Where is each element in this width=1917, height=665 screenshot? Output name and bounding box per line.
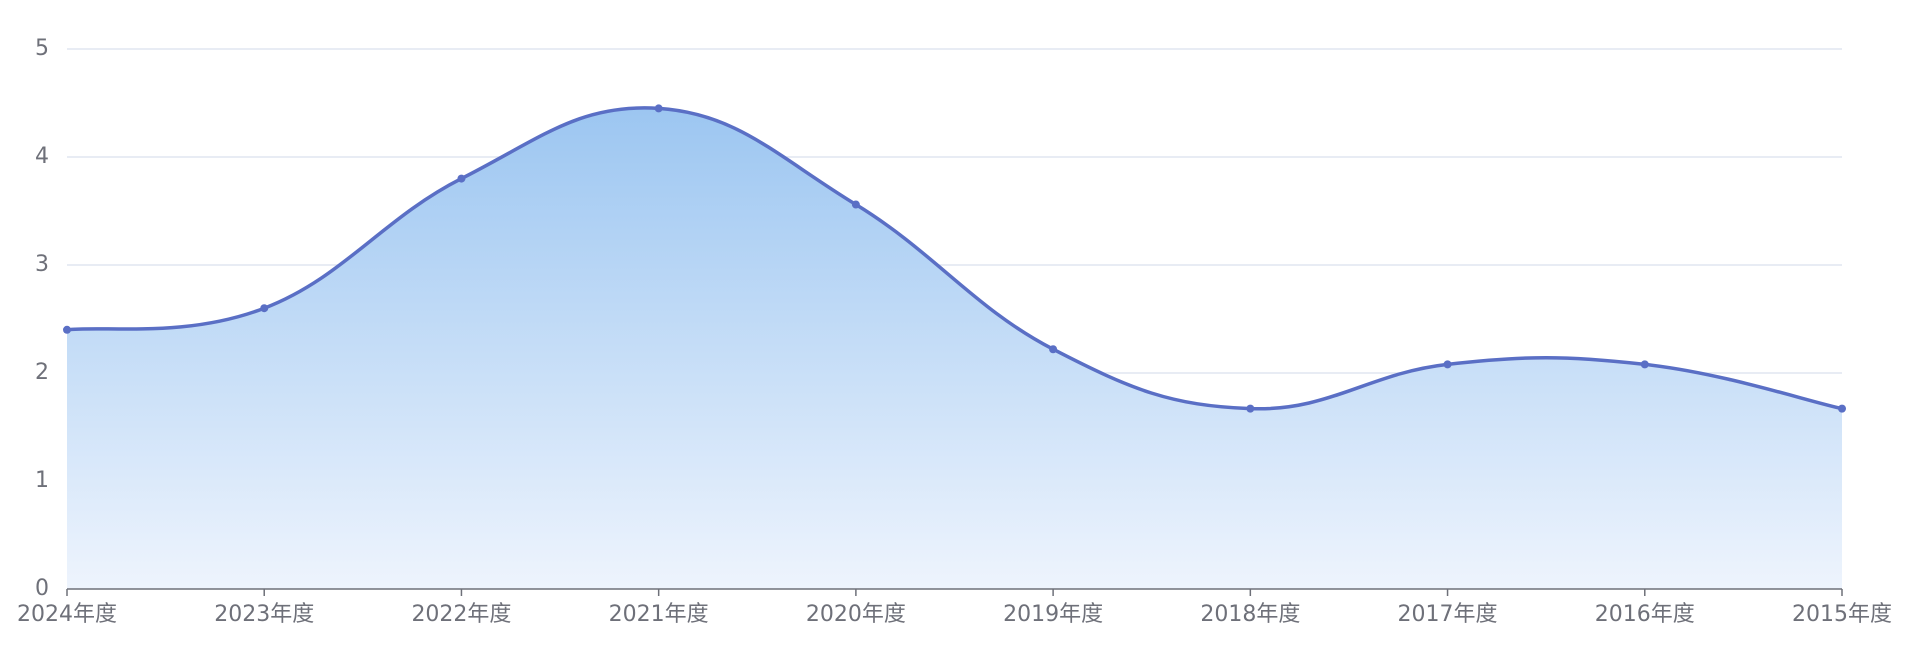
point	[260, 304, 269, 313]
x-tick-label: 2015年度	[1792, 602, 1892, 627]
point	[1838, 404, 1846, 413]
y-tick-label: 1	[35, 468, 49, 493]
point	[1246, 404, 1255, 413]
point	[457, 174, 466, 183]
point	[654, 104, 663, 113]
x-tick-label: 2017年度	[1398, 602, 1498, 627]
x-tick-label: 2024年度	[17, 602, 117, 627]
point	[1443, 360, 1452, 369]
y-tick-label: 2	[35, 360, 49, 385]
x-tick-label: 2016年度	[1595, 602, 1695, 627]
y-tick-label: 0	[35, 576, 49, 601]
x-tick-label: 2018年度	[1200, 602, 1300, 627]
x-tick-label: 2023年度	[214, 602, 314, 627]
x-tick-label: 2019年度	[1003, 602, 1103, 627]
y-tick-label: 3	[35, 252, 49, 277]
line	[66, 106, 1843, 411]
x-tick-label: 2021年度	[609, 602, 709, 627]
y-tick-label: 5	[35, 36, 49, 61]
x-tick-label: 2022年度	[411, 602, 511, 627]
point	[63, 325, 71, 334]
point	[1640, 360, 1649, 369]
x-tick-label: 2020年度	[806, 602, 906, 627]
point	[1049, 345, 1058, 354]
area-fill	[67, 107, 1842, 589]
y-tick-label: 4	[35, 144, 49, 169]
point	[851, 200, 860, 209]
